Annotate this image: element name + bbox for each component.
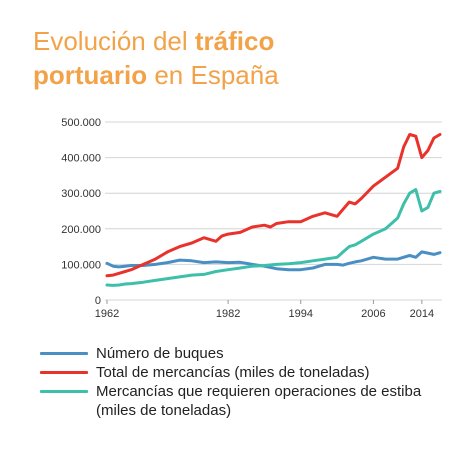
x-tick-label: 2014	[410, 308, 434, 320]
series-lines	[105, 133, 442, 287]
y-tick-label: 200.000	[61, 224, 101, 236]
title-part-4: en España	[147, 60, 279, 90]
y-tick-label: 400.000	[61, 153, 101, 165]
title-part-1: Evolución del	[33, 26, 195, 56]
legend-label-mercancias: Total de mercancías (miles de toneladas)	[96, 364, 370, 381]
series-line-buques	[105, 250, 442, 272]
title-part-2: tráfico	[194, 26, 275, 56]
legend-label-buques: Número de buques	[96, 345, 224, 362]
line-chart: 0 100.000 200.000 300.000 400.000 500.000 1962…	[61, 117, 442, 320]
legend-item-buques: Número de buques	[40, 344, 460, 363]
legend-swatch-buques	[40, 352, 88, 355]
axes: 0 100.000 200.000 300.000 400.000 500.000 1962…	[61, 117, 434, 320]
y-tick-label: 100.000	[61, 259, 101, 271]
series-line-estiba	[105, 188, 442, 287]
title-part-3: portuario	[33, 60, 148, 90]
x-tick-label: 1962	[95, 308, 119, 320]
x-tick-label: 2006	[361, 308, 385, 320]
x-tick-label: 1994	[289, 308, 313, 320]
chart-title: Evolución del tráfico portuario en España	[33, 24, 453, 92]
y-tick-label: 300.000	[61, 188, 101, 200]
legend: Número de buques Total de mercancías (mi…	[40, 344, 460, 420]
x-tick-label: 1982	[216, 308, 240, 320]
y-tick-label: 0	[95, 295, 101, 307]
legend-label-estiba: Mercancías que requieren operaciones de …	[96, 383, 422, 419]
legend-item-estiba: Mercancías que requieren operaciones de …	[40, 382, 460, 420]
y-tick-label: 500.000	[61, 117, 101, 129]
series-line-mercancias	[105, 133, 442, 278]
legend-item-mercancias: Total de mercancías (miles de toneladas)	[40, 363, 460, 382]
legend-swatch-mercancias	[40, 371, 88, 374]
grid	[105, 121, 442, 301]
legend-swatch-estiba	[40, 390, 88, 393]
